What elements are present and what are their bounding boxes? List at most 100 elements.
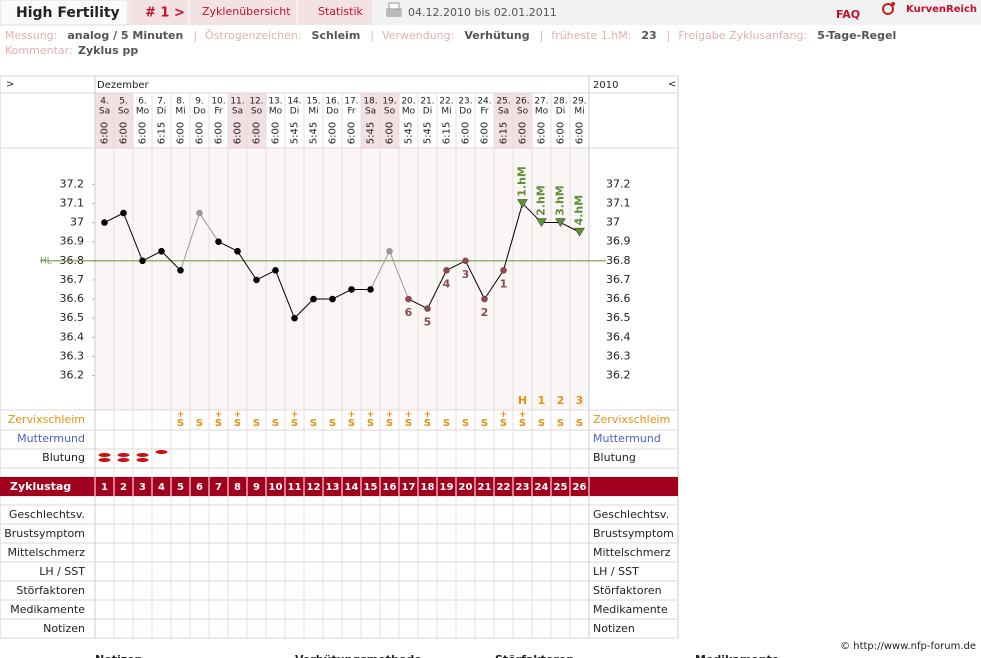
cycle-day: 6 [196, 482, 203, 493]
comment-label: Kommentar: [5, 44, 73, 57]
print-icon[interactable] [386, 2, 402, 17]
temp-segment [123, 212, 143, 261]
mucus-letter: S [519, 418, 526, 429]
weekend-shade [114, 93, 133, 148]
date: 10. [211, 97, 225, 107]
weekday: Do [459, 107, 472, 117]
mucus-plus: + [386, 410, 394, 420]
date: 8. [176, 97, 185, 107]
date: 14. [287, 97, 301, 107]
mucus-mark: S [481, 418, 488, 429]
row-label: LH / SST [593, 565, 639, 578]
weekend-shade [228, 93, 247, 148]
weekday: Do [326, 107, 339, 117]
separator: | [370, 29, 374, 42]
temp-segment [294, 298, 314, 319]
mucus-letter: S [177, 418, 184, 429]
phase-label: 2 [557, 394, 565, 407]
section-heading: Störfaktoren [495, 653, 574, 658]
field-label: Freigabe Zyklusanfang: [678, 29, 807, 42]
cycle-day: 3 [139, 482, 146, 493]
temp-point [555, 218, 566, 228]
date: 15. [306, 97, 320, 107]
section-heading: Verhütungsmethode [295, 653, 422, 658]
temp-point [405, 295, 412, 303]
field-label: Östrogenzeichen: [205, 29, 302, 42]
cycle-day: 4 [158, 482, 165, 493]
temp-point [158, 247, 165, 255]
weekday: So [517, 107, 529, 117]
row-label: Geschlechtsv. [593, 508, 669, 521]
low-label: 2 [481, 306, 489, 319]
weekday: Mi [308, 107, 318, 117]
cycle-day: 20 [459, 482, 473, 493]
field-value: 23 [641, 29, 656, 42]
field-value: 5-Tage-Regel [817, 29, 896, 42]
mucus-plus: + [519, 410, 527, 420]
low-label: 3 [462, 268, 470, 281]
cycle-link[interactable]: # 1 > [145, 6, 185, 21]
cycle-day: 8 [234, 482, 241, 493]
time: 5:45 [290, 122, 301, 144]
date: 11. [230, 97, 244, 107]
y-tick-label: 36.2 [60, 369, 85, 382]
cycle-day: 5 [177, 482, 184, 493]
date: 5. [119, 97, 128, 107]
temp-point [139, 257, 146, 265]
weekday: Mo [136, 107, 150, 117]
weekday: Mi [175, 107, 185, 117]
low-label: 1 [500, 277, 508, 290]
y-tick-label: 36.7 [606, 273, 631, 286]
cycle-tab[interactable] [130, 0, 188, 25]
nav-next[interactable]: < [668, 79, 676, 90]
month: Dezember [97, 80, 149, 91]
time: 5:45 [309, 122, 320, 144]
temp-point [120, 209, 127, 217]
weekend-shade [494, 93, 513, 148]
mucus-mark: S+ [291, 410, 299, 430]
tab-label[interactable]: Statistik [318, 5, 364, 18]
mucus-letter: S [367, 418, 374, 429]
mucus-plus: + [234, 410, 242, 420]
y-tick-label: 36.3 [606, 349, 631, 362]
date: 18. [363, 97, 377, 107]
tab[interactable] [298, 0, 372, 25]
mucus-plus: + [348, 410, 356, 420]
mucus-mark: S [576, 418, 583, 429]
tab[interactable] [190, 0, 296, 25]
time: 6:00 [119, 122, 130, 144]
mucus-mark: S [310, 418, 317, 429]
tab-label[interactable]: Zyklenübersicht [202, 5, 291, 18]
faq-link[interactable]: FAQ [836, 8, 860, 21]
weekday: Di [157, 107, 166, 117]
temp-segment [237, 250, 257, 281]
weekend-shade [513, 93, 532, 148]
date: 19. [382, 97, 396, 107]
y-tick-label: 36.3 [60, 349, 85, 362]
row-label: Notizen [593, 622, 635, 635]
y-tick-label: 36.5 [60, 311, 85, 324]
temp-segment [370, 251, 390, 290]
time: 6:15 [442, 122, 453, 144]
mucus-mark: S+ [424, 410, 432, 430]
temp-point [310, 295, 317, 303]
brand[interactable]: KurvenReich [906, 4, 977, 15]
mucus-mark: S+ [177, 410, 185, 430]
weekday: Fr [214, 107, 223, 117]
hm-label: 3.hM [554, 185, 567, 216]
weekday: Mo [402, 107, 416, 117]
temp-point [500, 267, 507, 274]
temp-point [196, 209, 203, 217]
temp-segment [446, 260, 466, 271]
mucus-letter: S [234, 418, 241, 429]
nav-prev[interactable]: > [6, 79, 14, 90]
weekday: Fr [480, 107, 489, 117]
hm-label: 4.hM [573, 195, 586, 226]
mucus-mark: S+ [234, 410, 242, 430]
temp-point [536, 218, 547, 228]
field-value: analog / 5 Minuten [67, 29, 183, 42]
mucus-mark: S [462, 418, 469, 429]
mucus-mark: S+ [386, 410, 394, 430]
row-label: Brustsymptom [4, 527, 85, 540]
time: 6:00 [556, 122, 567, 144]
